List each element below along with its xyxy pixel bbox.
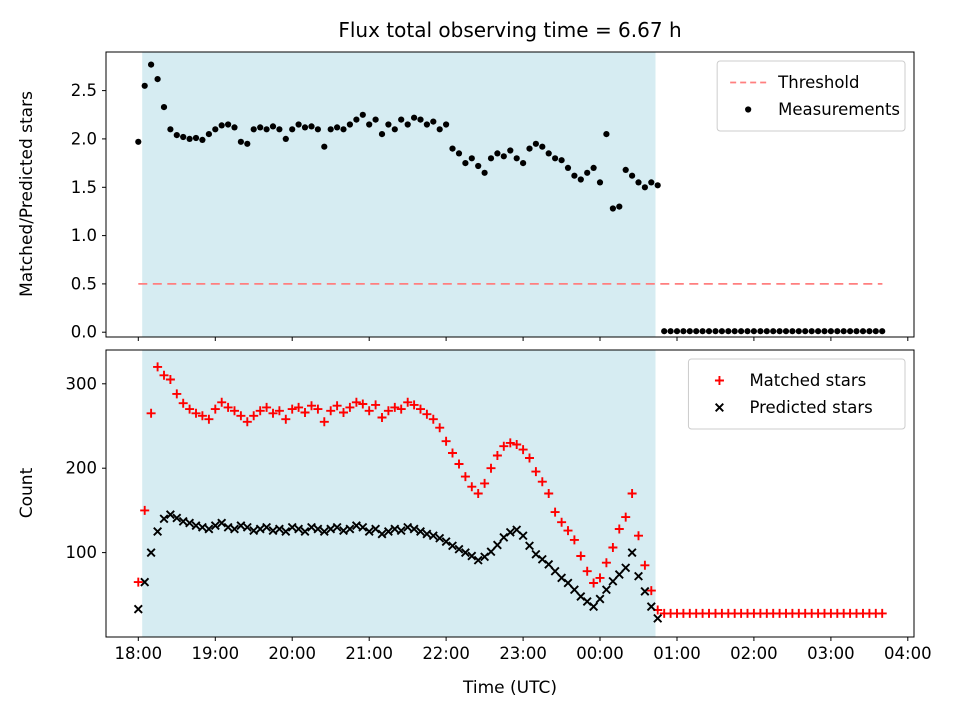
x-axis-label: Time (UTC) — [463, 678, 557, 698]
y-tick-label: 2.0 — [71, 129, 97, 148]
x-tick-label: 03:00 — [807, 644, 855, 663]
x-tick-label: 00:00 — [576, 644, 624, 663]
legend-label: Measurements — [778, 100, 900, 119]
x-tick-label: 20:00 — [268, 644, 316, 663]
dot-marker-icon — [745, 106, 752, 113]
observing-window-shade — [142, 52, 656, 337]
y-tick-label: 1.0 — [71, 226, 97, 245]
measurements-zero-tail-series — [661, 328, 886, 335]
x-tick-label: 04:00 — [884, 644, 932, 663]
panel-border — [105, 349, 915, 638]
axis-ticks: 18:00 19:00 20:00 21:00 22:00 23:00 00:00 01:00… — [66, 374, 932, 663]
y-tick-label: 100 — [66, 543, 98, 562]
y-tick-label: 0.0 — [71, 323, 97, 342]
x-tick-label: 01:00 — [653, 644, 701, 663]
axis-ticks: 0.0 0.5 1.0 1.5 2.0 2.5 — [71, 81, 909, 342]
chart-title: Flux total observing time = 6.67 h — [338, 18, 682, 42]
plus-marker-icon — [714, 376, 724, 385]
x-tick-label: 02:00 — [730, 644, 778, 663]
y-tick-label: 0.5 — [71, 274, 97, 293]
x-tick-label: 21:00 — [345, 644, 393, 663]
y-tick-label: 200 — [66, 459, 98, 478]
x-tick-label: 19:00 — [192, 644, 240, 663]
y-tick-label: 300 — [66, 374, 98, 393]
legend: Matched stars Predicted stars — [687, 358, 906, 430]
legend-box — [687, 358, 906, 430]
panel-border — [105, 51, 915, 338]
predicted-stars-series — [133, 510, 663, 623]
legend: Threshold Measurements — [716, 60, 906, 132]
measurements-series — [135, 61, 661, 212]
panel-0: 0.0 0.5 1.0 1.5 2.0 2.5 Threshold Measurements — [71, 51, 915, 342]
x-tick-label: 18:00 — [115, 644, 163, 663]
matched-stars-series — [133, 362, 663, 615]
legend-label: Threshold — [777, 73, 859, 92]
observing-window-shade — [142, 350, 656, 637]
legend-box — [716, 60, 906, 132]
x-tick-label: 23:00 — [499, 644, 547, 663]
y-tick-label: 2.5 — [71, 81, 97, 100]
legend-label: Predicted stars — [749, 398, 872, 417]
legend-label: Matched stars — [749, 371, 866, 390]
y-tick-label: 1.5 — [71, 178, 97, 197]
panel-1: 18:00 19:00 20:00 21:00 22:00 23:00 00:00 01:00… — [66, 349, 932, 663]
x-marker-icon — [714, 403, 724, 412]
x-tick-label: 22:00 — [422, 644, 470, 663]
matched-stars-flat-tail-series — [659, 608, 887, 618]
